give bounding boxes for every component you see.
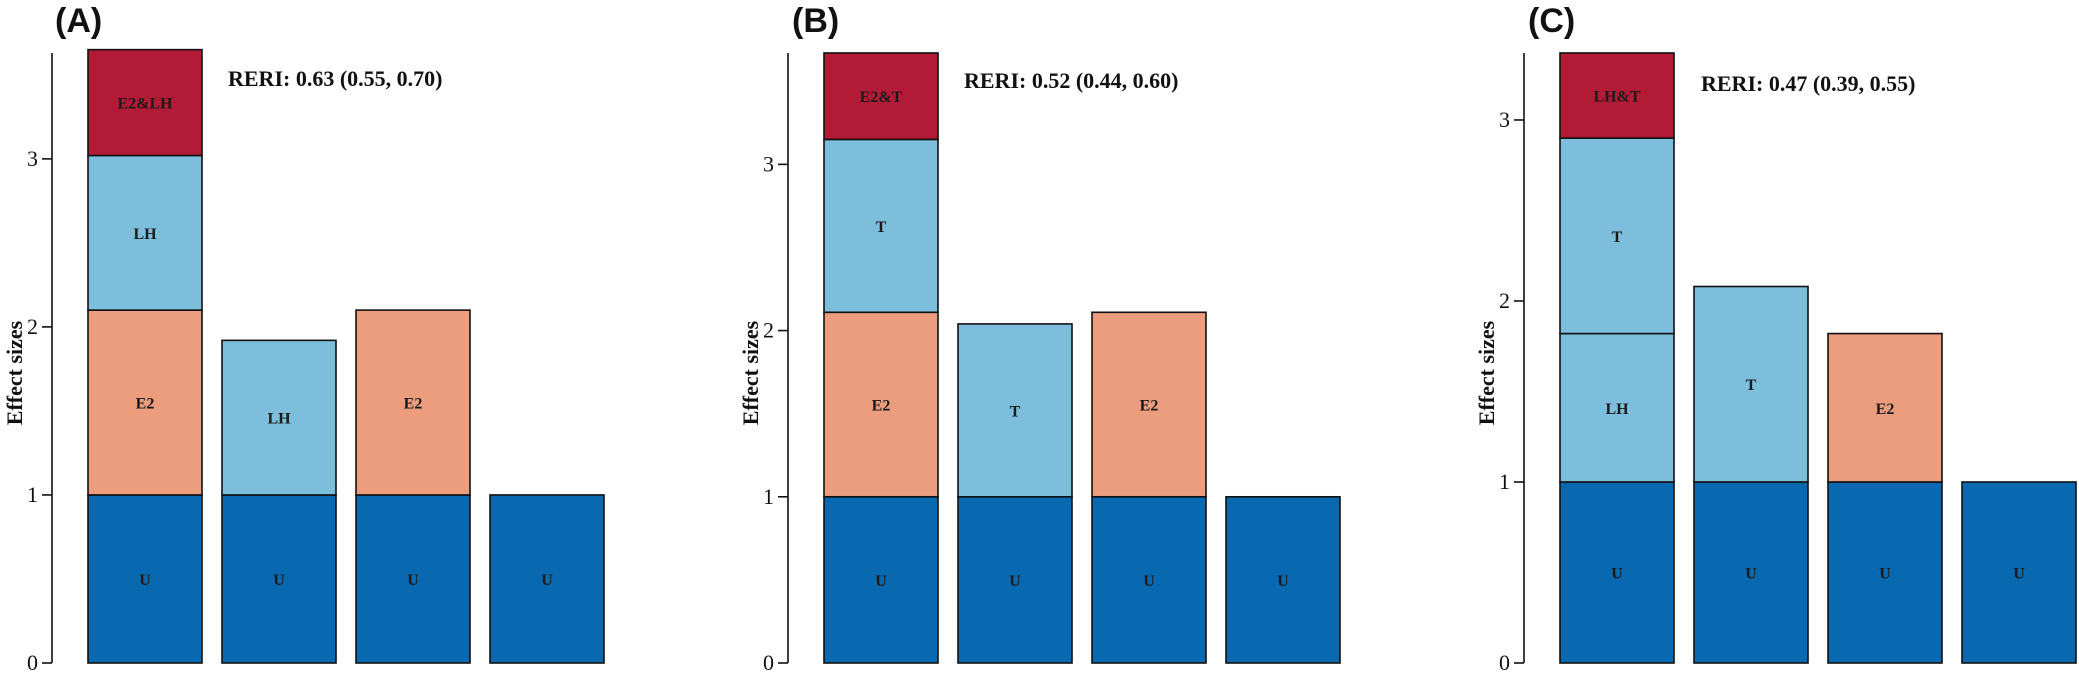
bar-segment-lh — [221, 339, 337, 496]
bar-segment-label: E2 — [404, 396, 423, 413]
y-tick-label: 0 — [27, 650, 38, 675]
y-tick-label: 1 — [27, 482, 38, 507]
bar-segment-e2-and-lh — [87, 48, 203, 157]
reri-annotation: RERI: 0.63 (0.55, 0.70) — [228, 66, 443, 91]
bar-segment-label: U — [1009, 573, 1021, 590]
bar-segment-u — [1961, 481, 2077, 664]
bar-segment-u — [87, 494, 203, 664]
bar-segment-label: T — [876, 219, 887, 236]
bar-segment-label: U — [273, 572, 285, 589]
bar-segment-label: U — [1611, 565, 1623, 582]
y-tick-label: 3 — [763, 151, 774, 176]
bar-segment-label: U — [407, 572, 419, 589]
bar-segment-label: U — [1143, 573, 1155, 590]
panel-c: (C) RERI: 0.47 (0.39, 0.55) Effect sizes… — [1474, 2, 2077, 675]
bar-segment-lh — [1559, 332, 1675, 483]
y-tick-label: 2 — [1499, 288, 1510, 313]
bar-segment-u — [823, 495, 939, 664]
bar-segment-t — [957, 323, 1073, 498]
bar-segment-label: T — [1612, 229, 1623, 246]
bar-segment-label: U — [2013, 565, 2025, 582]
bar-segment-label: LH — [267, 411, 291, 428]
y-tick-label: 2 — [763, 318, 774, 343]
bar-segment-label: LH — [1605, 401, 1629, 418]
bar-segment-label: LH — [133, 226, 157, 243]
y-axis-label: Effect sizes — [1474, 320, 1499, 425]
panel-letter: (C) — [1528, 2, 1575, 40]
bar-segment-u — [1827, 481, 1943, 664]
bar-segment-label: E2 — [1876, 401, 1895, 418]
bar-segment-label: U — [541, 572, 553, 589]
y-tick-label: 3 — [27, 146, 38, 171]
y-tick-label: 2 — [27, 314, 38, 339]
bar-segment-label: U — [1879, 565, 1891, 582]
bar-segment-t — [823, 138, 939, 314]
bar-segment-u — [355, 494, 471, 664]
bar-segment-label: T — [1746, 377, 1757, 394]
panel-a: (A) RERI: 0.63 (0.55, 0.70) Effect sizes… — [2, 2, 605, 675]
bar-segment-label: E2 — [872, 398, 891, 415]
y-tick-label: 3 — [1499, 107, 1510, 132]
bar-segment-label: U — [875, 573, 887, 590]
bar-segment-e2 — [1091, 311, 1207, 498]
panel-b: (B) RERI: 0.52 (0.44, 0.60) Effect sizes… — [738, 2, 1341, 675]
bar-segment-label: U — [1745, 565, 1757, 582]
bar-segment-label: U — [1277, 573, 1289, 590]
bar-segment-u — [1693, 481, 1809, 664]
y-tick-label: 0 — [763, 650, 774, 675]
y-axis-label: Effect sizes — [738, 320, 763, 425]
bar-segment-u — [1091, 495, 1207, 664]
bar-segment-e2 — [823, 311, 939, 498]
bar-segment-label: LH&T — [1593, 89, 1640, 106]
panel-letter: (A) — [55, 2, 102, 40]
bar-segment-lh-and-t — [1559, 52, 1675, 139]
reri-annotation: RERI: 0.47 (0.39, 0.55) — [1701, 71, 1916, 96]
bar-segment-label: E2&LH — [117, 96, 173, 113]
bar-segment-label: U — [139, 572, 151, 589]
reri-annotation: RERI: 0.52 (0.44, 0.60) — [964, 68, 1179, 93]
bar-segment-e2 — [1827, 332, 1943, 483]
y-axis-label: Effect sizes — [2, 320, 27, 425]
bar-segment-label: E2&T — [860, 89, 903, 106]
panel-letter: (B) — [792, 2, 839, 40]
bar-segment-t — [1559, 137, 1675, 335]
bar-segment-label: T — [1010, 403, 1021, 420]
bar-segment-u — [1225, 495, 1341, 664]
bar-segment-e2 — [355, 309, 471, 496]
bar-segment-e2-and-t — [823, 52, 939, 141]
bar-segment-label: E2 — [136, 396, 155, 413]
bar-segment-e2 — [87, 309, 203, 496]
bar-segment-u — [489, 494, 605, 664]
y-tick-label: 0 — [1499, 650, 1510, 675]
y-tick-label: 1 — [1499, 469, 1510, 494]
y-tick-label: 1 — [763, 484, 774, 509]
bar-segment-t — [1693, 285, 1809, 483]
bar-segment-label: E2 — [1140, 398, 1159, 415]
bar-segment-u — [1559, 481, 1675, 664]
